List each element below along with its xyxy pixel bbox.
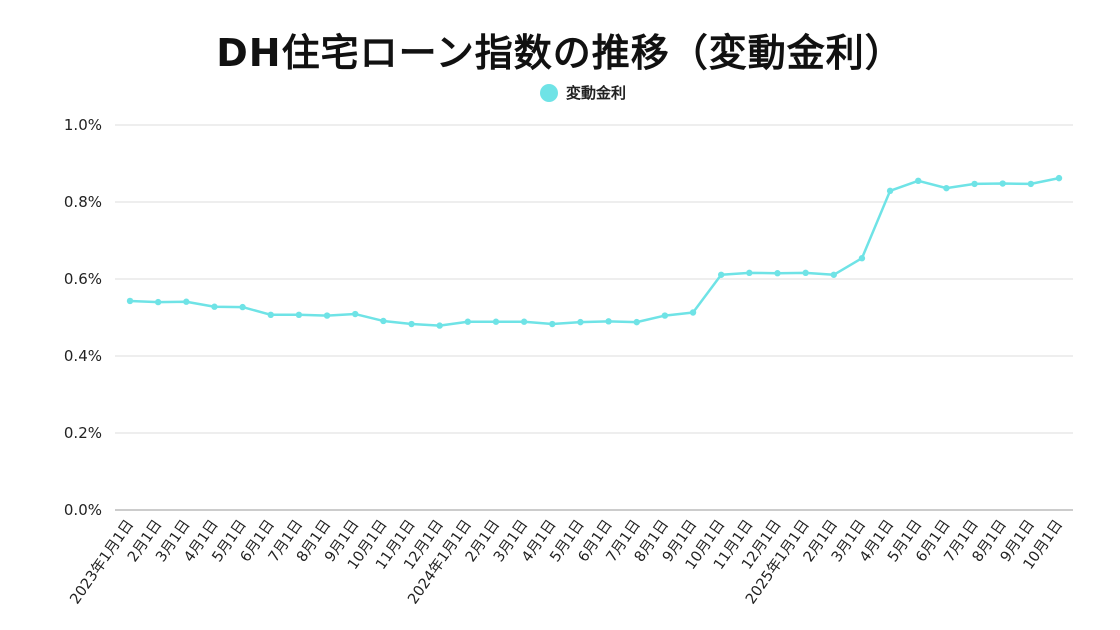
data-point (830, 271, 837, 278)
legend: 変動金利 (540, 82, 626, 103)
y-tick-label: 0.2% (64, 424, 102, 442)
data-point (1027, 180, 1035, 188)
data-point (999, 180, 1006, 187)
gridlines (115, 124, 1073, 511)
data-point (802, 269, 809, 277)
data-point (323, 312, 331, 319)
y-tick-label: 1.0% (64, 116, 102, 134)
data-point (464, 318, 472, 325)
data-point (549, 320, 556, 328)
data-point (267, 311, 274, 319)
data-point (886, 187, 894, 195)
data-point (211, 303, 218, 310)
data-point (436, 322, 443, 329)
data-point (915, 177, 922, 185)
y-tick-label: 0.6% (64, 270, 102, 288)
x-tick-label: 2023年1月1日 (67, 517, 138, 608)
legend-label: 変動金利 (566, 84, 627, 102)
data-point (1055, 174, 1063, 182)
y-tick-label: 0.0% (64, 501, 102, 519)
data-point (633, 318, 640, 326)
data-point (380, 317, 387, 325)
data-point (971, 180, 978, 188)
data-point (577, 318, 584, 326)
series-line (129, 176, 1060, 327)
data-point (689, 309, 697, 316)
x-axis-ticks: 2023年1月1日2月1日3月1日4月1日5月1日6月1日7月1日8月1日9月1… (67, 517, 1067, 608)
data-point (717, 271, 725, 278)
series-layer (126, 174, 1063, 329)
data-point (352, 310, 359, 318)
legend-swatch (540, 83, 558, 102)
data-point (239, 303, 246, 311)
data-point (746, 269, 753, 277)
data-point (520, 318, 528, 325)
chart-title: DH住宅ローン指数の推移（変動金利） (216, 31, 904, 75)
data-point (492, 318, 500, 325)
y-tick-label: 0.8% (64, 193, 102, 211)
data-point (605, 318, 612, 325)
data-point (126, 297, 134, 305)
data-point (183, 298, 190, 305)
data-point (408, 320, 415, 328)
y-axis-ticks: 0.0% 0.2% 0.4% 0.6% 0.8% 1.0% (64, 116, 102, 519)
data-point (858, 255, 866, 262)
data-point (295, 311, 303, 319)
data-point (154, 298, 162, 306)
data-point (774, 270, 781, 277)
data-point (661, 312, 669, 319)
data-point (943, 184, 950, 192)
y-tick-label: 0.4% (64, 347, 102, 365)
